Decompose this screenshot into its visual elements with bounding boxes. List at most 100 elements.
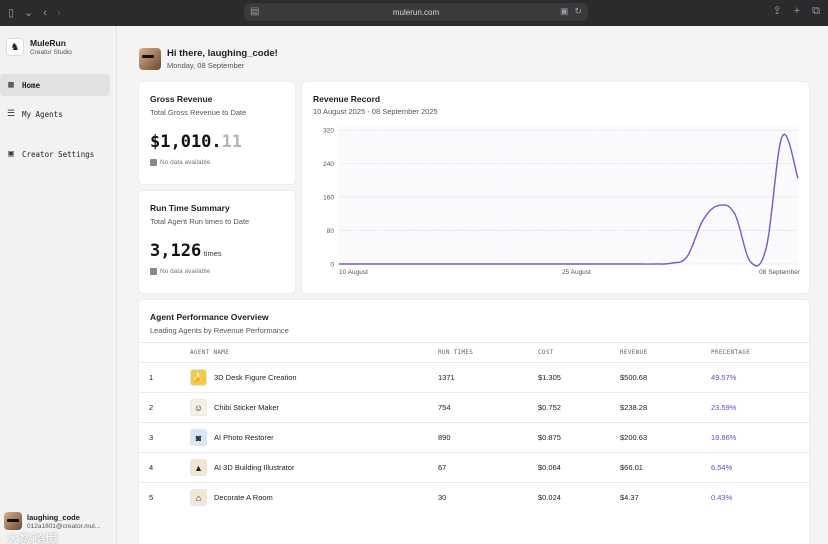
x-tick-label: 10 August	[339, 269, 368, 276]
avatar	[4, 512, 22, 530]
row-index: 3	[149, 433, 154, 442]
percentage-cell: 23.59%	[711, 403, 737, 412]
forward-icon[interactable]: ›	[56, 6, 61, 19]
translate-icon[interactable]: ▣	[559, 6, 569, 16]
data-point	[385, 263, 387, 265]
revenue-record-card: Revenue Record 10 August 2025 - 08 Septe…	[302, 82, 809, 293]
app-window: ♞ MuleRun Creator Studio ▦ Home ☰ My Age…	[0, 26, 828, 544]
header-cost: COST	[538, 349, 554, 356]
greeting: Hi there, laughing_code! Monday, 08 Sept…	[139, 48, 278, 70]
sidebar-item-home[interactable]: ▦ Home	[0, 74, 110, 96]
user-profile[interactable]: laughing_code 012a1801@creator.mul...	[4, 512, 100, 530]
data-point	[354, 263, 356, 265]
percentage-cell: 19.86%	[711, 433, 737, 442]
agent-name: AI 3D Building Illustrator	[214, 463, 295, 472]
revenue-line-chart[interactable]: 0 80 160 240 320 10 August 25 August 08 Septemb…	[302, 82, 809, 293]
data-point	[433, 263, 435, 265]
data-point	[480, 263, 482, 265]
agent-thumbnail-icon: ▲	[190, 459, 207, 476]
brand-subtitle: Creator Studio	[30, 49, 72, 56]
brand-name: MuleRun	[30, 38, 66, 48]
data-point	[797, 177, 799, 179]
card-subtitle: Total Agent Run times to Date	[150, 217, 250, 226]
mulerun-logo-icon: ♞	[6, 38, 24, 56]
table-row[interactable]: 3 ◙ AI Photo Restorer 890 $0.875 $200.63 19.86…	[139, 422, 809, 452]
data-point	[528, 263, 530, 265]
sidebar-toggle-icon[interactable]: ▯	[8, 6, 15, 19]
data-point	[654, 263, 656, 265]
y-tick-label: 160	[323, 195, 334, 202]
revenue-series-line[interactable]	[339, 133, 799, 267]
user-name: laughing_code	[27, 512, 80, 522]
table-row[interactable]: 2 ☺ Chibi Sticker Maker 754 $0.752 $238.28 23.…	[139, 392, 809, 422]
data-point	[338, 263, 340, 265]
y-tick-label: 80	[327, 228, 335, 235]
data-point	[544, 263, 546, 265]
data-point	[765, 246, 767, 248]
y-tick-label: 0	[330, 262, 334, 269]
card-subtitle: Total Gross Revenue to Date	[150, 108, 247, 117]
row-index: 2	[149, 403, 154, 412]
revenue-cell: $500.68	[620, 373, 648, 382]
data-point	[781, 135, 783, 137]
data-point	[559, 263, 561, 265]
gross-revenue-value: $1,010.11	[150, 132, 243, 152]
data-point	[718, 204, 720, 206]
revenue-cell: $4.37	[620, 493, 639, 502]
agent-name-cell: ⌂ Decorate A Room	[190, 489, 438, 506]
reload-icon[interactable]: ↻	[574, 6, 582, 16]
cost-cell: $0.024	[538, 493, 561, 502]
page-settings-icon[interactable]: ▤	[250, 6, 260, 17]
agent-name: AI Photo Restorer	[214, 433, 274, 442]
info-icon	[150, 159, 157, 166]
tab-overview-icon[interactable]: ⧉	[812, 5, 820, 17]
revenue-cell: $200.63	[620, 433, 648, 442]
data-point	[496, 263, 498, 265]
card-title: Revenue Record	[313, 94, 381, 104]
table-row[interactable]: 1 🍌 3D Desk Figure Creation 1371 $1.305 $500.…	[139, 362, 809, 392]
data-point	[639, 263, 641, 265]
agent-name-cell: ▲ AI 3D Building Illustrator	[190, 459, 438, 476]
table-header: AGENT NAME RUN TIMES COST REVENUE PRECEN…	[139, 342, 809, 362]
share-icon[interactable]: ⇪	[772, 5, 782, 17]
row-index: 4	[149, 463, 154, 472]
agent-thumbnail-icon: ☺	[190, 399, 207, 416]
data-point	[623, 263, 625, 265]
data-point	[702, 219, 704, 221]
row-index: 5	[149, 493, 154, 502]
table-row[interactable]: 4 ▲ AI 3D Building Illustrator 67 $0.064 $66.…	[139, 452, 809, 482]
no-data-note: No data available	[150, 159, 284, 166]
header-revenue: REVENUE	[620, 349, 648, 356]
profile-card-icon: ▣	[8, 149, 14, 159]
avatar	[139, 48, 161, 70]
cost-cell: $0.752	[538, 403, 561, 412]
agent-name: Chibi Sticker Maker	[214, 403, 280, 412]
agents-icon: ☰	[6, 109, 16, 119]
back-icon[interactable]: ‹	[43, 6, 47, 19]
sidebar-item-my-agents[interactable]: ☰ My Agents	[6, 103, 110, 125]
sidebar-item-creator-settings[interactable]: ▣ Creator Settings	[6, 143, 110, 165]
agent-thumbnail-icon: 🍌	[190, 369, 207, 386]
data-point	[607, 263, 609, 265]
data-point	[686, 255, 688, 257]
x-tick-label: 25 August	[562, 269, 591, 276]
cost-cell: $0.875	[538, 433, 561, 442]
agent-name: Decorate A Room	[214, 493, 273, 502]
watermark: 大数跨境	[6, 533, 59, 544]
new-tab-icon[interactable]: +	[793, 5, 801, 17]
sidebar-item-label: Home	[22, 80, 41, 90]
agent-thumbnail-icon: ◙	[190, 429, 207, 446]
chevron-down-icon[interactable]: ⌄	[24, 6, 34, 19]
header-agent-name: AGENT NAME	[190, 349, 230, 356]
run-times-cell: 67	[438, 463, 447, 472]
brand[interactable]: ♞ MuleRun Creator Studio	[0, 26, 116, 56]
row-index: 1	[149, 373, 154, 382]
agent-name-cell: 🍌 3D Desk Figure Creation	[190, 369, 438, 386]
table-row[interactable]: 5 ⌂ Decorate A Room 30 $0.024 $4.37 0.43%	[139, 482, 809, 512]
dashboard-icon: ▦	[8, 80, 14, 90]
card-title: Agent Performance Overview	[150, 312, 269, 322]
header-percentage: PRECENTAGE	[711, 349, 751, 356]
agent-performance-card: Agent Performance Overview Leading Agent…	[139, 300, 809, 544]
agent-name-cell: ◙ AI Photo Restorer	[190, 429, 438, 446]
address-bar[interactable]: ▤ mulerun.com ▣ ↻	[244, 3, 588, 21]
